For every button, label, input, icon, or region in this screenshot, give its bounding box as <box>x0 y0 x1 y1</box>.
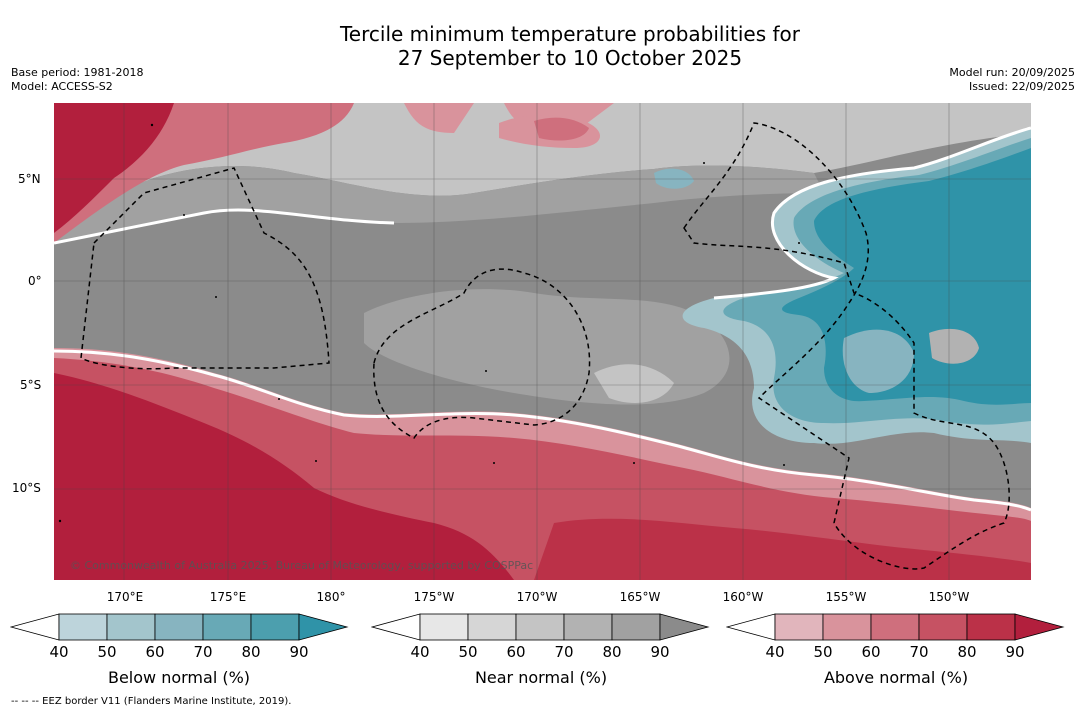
lon-label-165w: 165°W <box>619 590 661 604</box>
model-name: Model: ACCESS-S2 <box>11 80 113 93</box>
colorbar-cell <box>918 613 968 641</box>
copyright-note: © Commonwealth of Australia 2025, Bureau… <box>70 559 534 572</box>
lat-label-10s: 10°S <box>12 481 41 495</box>
near-normal-east-island <box>929 328 979 364</box>
island-specks <box>58 123 800 523</box>
contour-south <box>54 349 1031 512</box>
tick: 60 <box>861 643 881 661</box>
title-line-2: 27 September to 10 October 2025 <box>397 46 743 70</box>
colorbar-cell <box>966 613 1016 641</box>
lon-label-155w: 155°W <box>825 590 867 604</box>
above-normal-northwest-core <box>54 103 174 233</box>
colorbar-cell <box>154 613 204 641</box>
lon-label-170e: 170°E <box>106 590 144 604</box>
below-normal-small-patch <box>654 168 694 189</box>
tick: 50 <box>813 643 833 661</box>
tick: 70 <box>909 643 929 661</box>
colorbar-cell <box>774 613 824 641</box>
near-normal-north-mid <box>54 165 824 243</box>
colorbar-below-normal <box>10 613 349 641</box>
tick: 70 <box>554 643 574 661</box>
eez-borders <box>80 122 1010 570</box>
tick: 70 <box>193 643 213 661</box>
tick: 40 <box>765 643 785 661</box>
title-line-1: Tercile minimum temperature probabilitie… <box>339 22 801 46</box>
tick: 90 <box>1005 643 1025 661</box>
model-run: Model run: 20/09/2025 <box>949 66 1075 79</box>
issued-date: Issued: 22/09/2025 <box>968 80 1075 93</box>
contour-north <box>54 208 395 245</box>
colorbar-cell <box>822 613 872 641</box>
above-normal-south-core <box>54 373 514 580</box>
colorbar-near-tail <box>659 613 710 641</box>
lat-label-0: 0° <box>28 274 42 288</box>
below-normal-inner-light <box>842 329 914 393</box>
lat-label-5n: 5°N <box>18 172 41 186</box>
colorbar-cell <box>106 613 156 641</box>
colorbar-cell <box>870 613 920 641</box>
lon-label-160w: 160°W <box>722 590 764 604</box>
lon-label-170w: 170°W <box>516 590 558 604</box>
colorbar-cell <box>419 613 469 641</box>
above-normal-south-core2 <box>534 518 1031 580</box>
near-normal-center-light2 <box>594 364 674 403</box>
tick: 80 <box>602 643 622 661</box>
colorbar-cell <box>202 613 252 641</box>
colorbar-above-title: Above normal (%) <box>823 668 969 687</box>
tick: 50 <box>458 643 478 661</box>
tick: 40 <box>49 643 69 661</box>
lat-label-5s: 5°S <box>20 378 42 392</box>
meta-left: Base period: 1981-2018 Model: ACCESS-S2 <box>11 66 143 94</box>
probability-map <box>54 103 1031 580</box>
colorbar-cell <box>563 613 613 641</box>
colorbar-below-tail <box>298 613 349 641</box>
tick: 80 <box>957 643 977 661</box>
graticule <box>54 103 1031 580</box>
meta-right: Model run: 20/09/2025 Issued: 22/09/2025 <box>949 66 1075 94</box>
colorbar-near-normal <box>371 613 710 641</box>
base-period: Base period: 1981-2018 <box>11 66 144 79</box>
colorbar-cell <box>515 613 565 641</box>
lon-label-150w: 150°W <box>928 590 970 604</box>
tick: 90 <box>650 643 670 661</box>
colorbar-above-tail <box>1014 613 1065 641</box>
lon-label-175e: 175°E <box>209 590 247 604</box>
lon-label-180: 180° <box>316 590 346 604</box>
tick: 90 <box>289 643 309 661</box>
above-normal-north-patch-core <box>534 117 589 141</box>
colorbar-above-normal <box>726 613 1065 641</box>
lon-label-175w: 175°W <box>413 590 455 604</box>
colorbar-cell <box>611 613 661 641</box>
tick: 50 <box>97 643 117 661</box>
map-title: Tercile minimum temperature probabilitie… <box>0 22 1085 70</box>
colorbar-near-title: Near normal (%) <box>474 668 608 687</box>
tick: 80 <box>241 643 261 661</box>
contour-east <box>713 126 1031 300</box>
colorbar-cell <box>467 613 517 641</box>
tick: 40 <box>410 643 430 661</box>
colorbar-cell <box>58 613 108 641</box>
eez-note: -- -- -- EEZ border V11 (Flanders Marine… <box>11 696 292 707</box>
colorbar-cell <box>250 613 300 641</box>
colorbar-below-title: Below normal (%) <box>107 668 251 687</box>
tick: 60 <box>506 643 526 661</box>
tick: 60 <box>145 643 165 661</box>
